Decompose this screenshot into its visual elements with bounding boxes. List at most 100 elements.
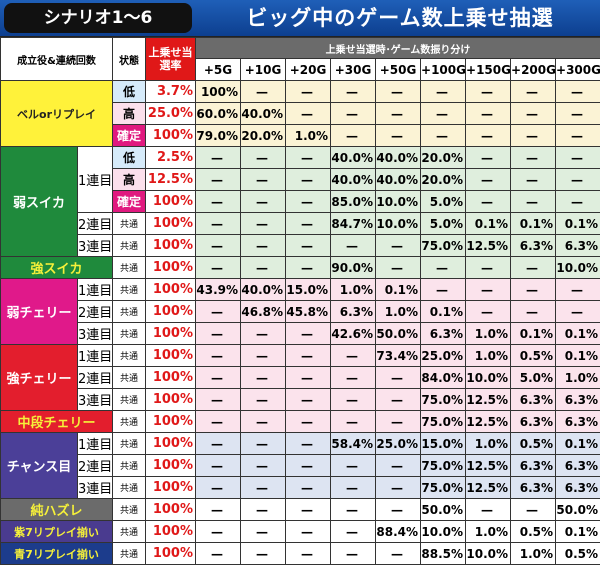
rate-cell: 100%	[146, 125, 196, 147]
streak-cell: 2連目	[78, 213, 113, 235]
state-cell: 共通	[113, 279, 146, 301]
state-cell: 共通	[113, 433, 146, 455]
value-cell: 0.5%	[556, 543, 600, 565]
value-cell: 40.0%	[241, 279, 286, 301]
value-cell: 42.6%	[331, 323, 376, 345]
value-cell: —	[511, 279, 556, 301]
value-cell: 90.0%	[331, 257, 376, 279]
scenario-label: シナリオ1～6	[4, 3, 192, 33]
value-cell: 75.0%	[421, 389, 466, 411]
value-cell: —	[241, 477, 286, 499]
value-cell: —	[241, 389, 286, 411]
value-cell: —	[196, 301, 241, 323]
streak-cell: 1連目	[78, 279, 113, 301]
value-cell: 6.3%	[511, 455, 556, 477]
value-cell: 6.3%	[511, 477, 556, 499]
value-cell: —	[376, 499, 421, 521]
value-cell: 85.0%	[331, 191, 376, 213]
value-cell: —	[196, 455, 241, 477]
value-cell: 12.5%	[466, 235, 511, 257]
rate-cell: 100%	[146, 279, 196, 301]
value-cell: —	[196, 367, 241, 389]
value-cell: 5.0%	[421, 213, 466, 235]
value-cell: —	[196, 345, 241, 367]
value-cell: 0.1%	[466, 213, 511, 235]
value-cell: —	[511, 191, 556, 213]
rate-cell: 100%	[146, 455, 196, 477]
value-cell: 6.3%	[331, 301, 376, 323]
value-cell: 0.1%	[556, 213, 600, 235]
rate-cell: 100%	[146, 433, 196, 455]
value-cell: —	[376, 411, 421, 433]
value-cell: 50.0%	[421, 499, 466, 521]
value-cell: —	[466, 301, 511, 323]
value-cell: 6.3%	[556, 235, 600, 257]
value-cell: —	[196, 499, 241, 521]
value-cell: —	[556, 191, 600, 213]
column-header: +300G	[556, 59, 600, 81]
streak-cell: 2連目	[78, 367, 113, 389]
value-cell: —	[376, 477, 421, 499]
streak-cell: 1連目	[78, 433, 113, 455]
value-cell: —	[511, 499, 556, 521]
value-cell: 40.0%	[331, 169, 376, 191]
value-cell: 12.5%	[466, 389, 511, 411]
value-cell: —	[466, 169, 511, 191]
state-cell: 低	[113, 147, 146, 169]
state-cell: 共通	[113, 235, 146, 257]
value-cell: —	[286, 323, 331, 345]
value-cell: 46.8%	[241, 301, 286, 323]
state-cell: 共通	[113, 323, 146, 345]
value-cell: —	[286, 213, 331, 235]
value-cell: —	[466, 191, 511, 213]
value-cell: —	[511, 257, 556, 279]
value-cell: 1.0%	[466, 323, 511, 345]
value-cell: 0.1%	[376, 279, 421, 301]
role-cell: チャンス目	[1, 433, 78, 499]
value-cell: 0.1%	[556, 323, 600, 345]
rate-cell: 100%	[146, 323, 196, 345]
value-cell: 75.0%	[421, 477, 466, 499]
value-cell: —	[286, 433, 331, 455]
value-cell: —	[196, 147, 241, 169]
value-cell: 10.0%	[421, 521, 466, 543]
value-cell: —	[331, 499, 376, 521]
state-cell: 共通	[113, 543, 146, 565]
value-cell: —	[196, 543, 241, 565]
value-cell: —	[286, 169, 331, 191]
value-cell: —	[241, 81, 286, 103]
value-cell: 6.3%	[421, 323, 466, 345]
value-cell: 45.8%	[286, 301, 331, 323]
value-cell: —	[466, 257, 511, 279]
value-cell: 84.0%	[421, 367, 466, 389]
value-cell: 0.1%	[511, 213, 556, 235]
value-cell: —	[241, 367, 286, 389]
value-cell: 6.3%	[511, 411, 556, 433]
value-cell: 73.4%	[376, 345, 421, 367]
value-cell: —	[196, 257, 241, 279]
column-header: +50G	[376, 59, 421, 81]
value-cell: 5.0%	[511, 367, 556, 389]
value-cell: —	[466, 103, 511, 125]
value-cell: 0.1%	[556, 345, 600, 367]
role-cell: 純ハズレ	[1, 499, 113, 521]
state-cell: 高	[113, 169, 146, 191]
value-cell: 0.1%	[511, 323, 556, 345]
value-cell: —	[376, 367, 421, 389]
value-cell: 0.5%	[511, 521, 556, 543]
value-cell: —	[241, 213, 286, 235]
value-cell: —	[286, 499, 331, 521]
value-cell: —	[511, 169, 556, 191]
value-cell: —	[286, 81, 331, 103]
value-cell: —	[466, 81, 511, 103]
column-header: +150G	[466, 59, 511, 81]
value-cell: —	[331, 235, 376, 257]
value-cell: —	[286, 191, 331, 213]
value-cell: 75.0%	[421, 455, 466, 477]
value-cell: 100%	[196, 81, 241, 103]
